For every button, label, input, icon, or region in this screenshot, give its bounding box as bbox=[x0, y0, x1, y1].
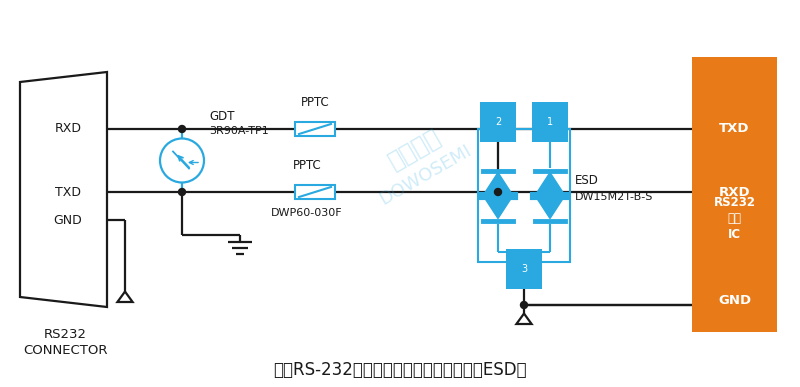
Text: RXD: RXD bbox=[718, 185, 750, 199]
Text: 1: 1 bbox=[547, 117, 553, 127]
Bar bbox=[295, 122, 335, 136]
Text: 3: 3 bbox=[521, 264, 527, 274]
Text: 东沃RS-232传输接口浪涌静电保护方案（ESD）: 东沃RS-232传输接口浪涌静电保护方案（ESD） bbox=[273, 361, 527, 379]
Polygon shape bbox=[537, 199, 563, 219]
Polygon shape bbox=[485, 173, 511, 192]
Text: DOWOSEMI: DOWOSEMI bbox=[376, 141, 474, 209]
Circle shape bbox=[546, 125, 554, 132]
Polygon shape bbox=[537, 173, 563, 192]
Bar bbox=[478, 129, 570, 262]
Text: RS232: RS232 bbox=[714, 195, 755, 209]
Text: 东沃电子: 东沃电子 bbox=[385, 125, 446, 173]
Text: RS232: RS232 bbox=[43, 329, 86, 341]
Text: TXD: TXD bbox=[55, 185, 81, 199]
Text: DWP60-030F: DWP60-030F bbox=[271, 208, 343, 218]
Circle shape bbox=[178, 188, 186, 195]
Text: 3R90A-TP1: 3R90A-TP1 bbox=[209, 126, 269, 136]
Text: DW15M2T-B-S: DW15M2T-B-S bbox=[575, 192, 654, 202]
Text: 接口: 接口 bbox=[727, 212, 742, 226]
Text: PPTC: PPTC bbox=[293, 159, 322, 172]
Text: TXD: TXD bbox=[719, 123, 750, 135]
Text: 2: 2 bbox=[495, 117, 501, 127]
Text: CONNECTOR: CONNECTOR bbox=[22, 344, 107, 356]
Text: RXD: RXD bbox=[54, 123, 82, 135]
Text: IC: IC bbox=[728, 228, 741, 241]
Text: PPTC: PPTC bbox=[301, 96, 330, 109]
Text: GND: GND bbox=[54, 214, 82, 226]
Text: ESD: ESD bbox=[575, 174, 599, 187]
Polygon shape bbox=[485, 199, 511, 219]
Circle shape bbox=[178, 125, 186, 132]
Text: GDT: GDT bbox=[209, 111, 234, 123]
Circle shape bbox=[494, 188, 502, 195]
Bar bbox=[295, 185, 335, 199]
Circle shape bbox=[521, 301, 527, 308]
Bar bbox=[692, 57, 777, 332]
Text: GND: GND bbox=[718, 293, 751, 307]
